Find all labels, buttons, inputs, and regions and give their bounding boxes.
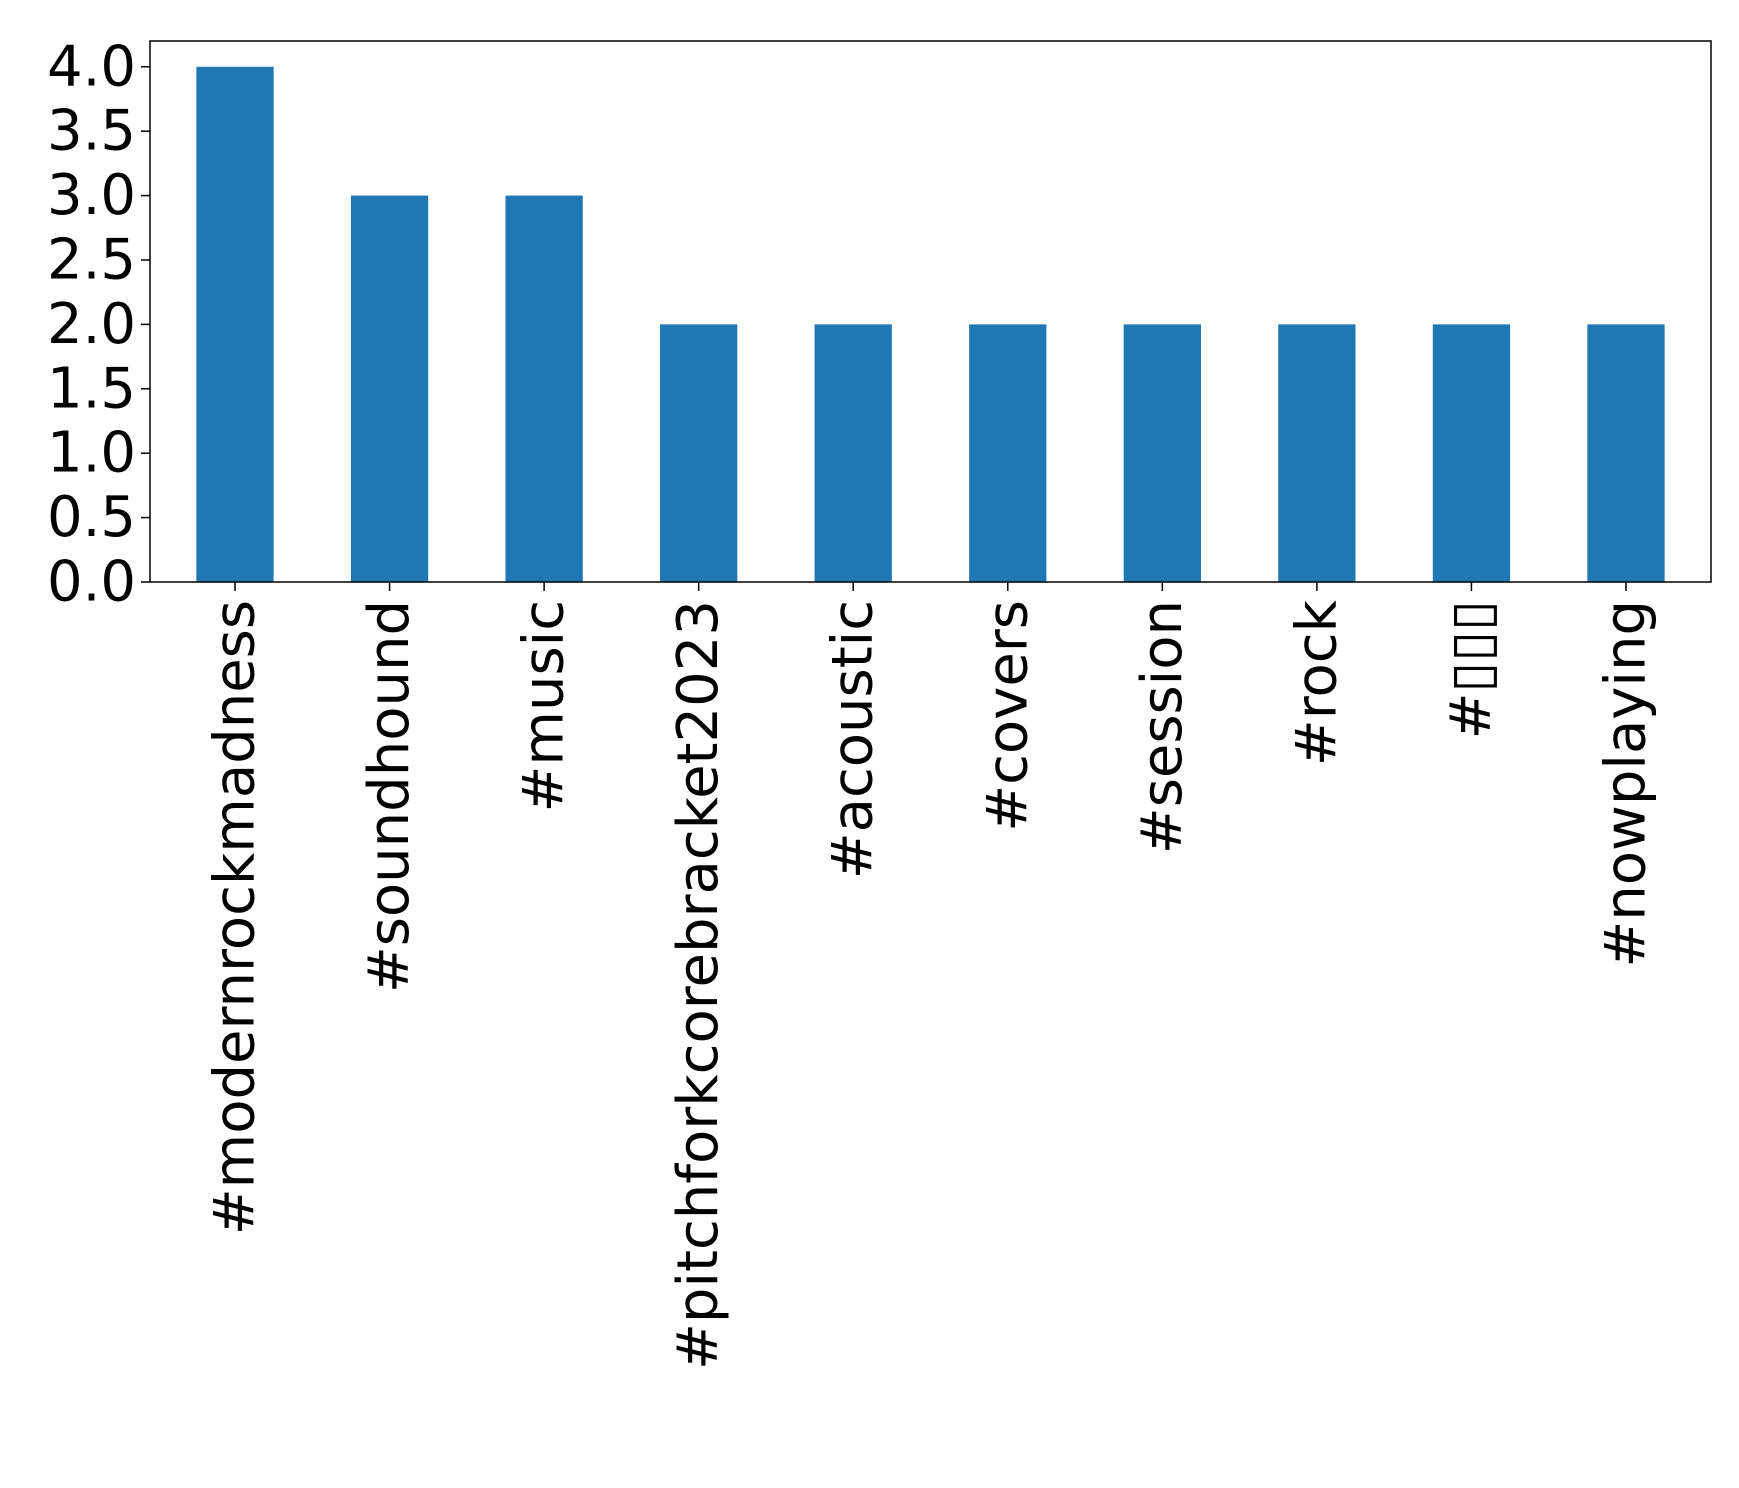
x-tick-label: #rock [1284,599,1349,766]
y-tick-label: 2.5 [47,227,136,292]
bar-9 [1587,324,1665,582]
bar-3 [660,324,738,582]
x-tick-label: #▯▯▯ [1439,600,1504,739]
x-tick-label: #covers [975,600,1040,832]
x-tick-label: #acoustic [821,600,886,879]
bar-4 [814,324,892,582]
x-tick-label: #soundhound [357,600,422,993]
plot-frame [149,40,1712,583]
y-tick-label: 2.0 [47,292,136,357]
y-tick-label: 1.5 [47,356,136,421]
x-tick-label: #music [512,600,577,813]
y-tick-label: 3.0 [47,163,136,228]
bar-5 [969,324,1047,582]
x-tick-label: #modernrockmadness [203,600,268,1235]
y-tick-label: 3.5 [47,99,136,164]
bar-7 [1278,324,1356,582]
x-axis: #modernrockmadness #soundhound #music #pitc… [203,582,1659,1370]
y-tick-label: 0.0 [47,550,136,615]
x-tick-label: #pitchforkcorebracket2023 [666,600,731,1370]
x-tick-label: #session [1130,600,1195,854]
bar-1 [350,195,429,582]
bar-2 [505,195,583,582]
y-axis: 0.00.51.01.52.02.53.03.54.0 [47,34,150,615]
bars-layer [196,66,1665,582]
y-tick-label: 0.5 [47,485,136,550]
x-tick-label: #nowplaying [1594,600,1659,968]
bar-6 [1123,324,1201,582]
y-tick-label: 1.0 [47,421,136,486]
bar-8 [1432,324,1511,582]
bar-0 [196,66,274,582]
y-tick-label: 4.0 [47,34,136,99]
